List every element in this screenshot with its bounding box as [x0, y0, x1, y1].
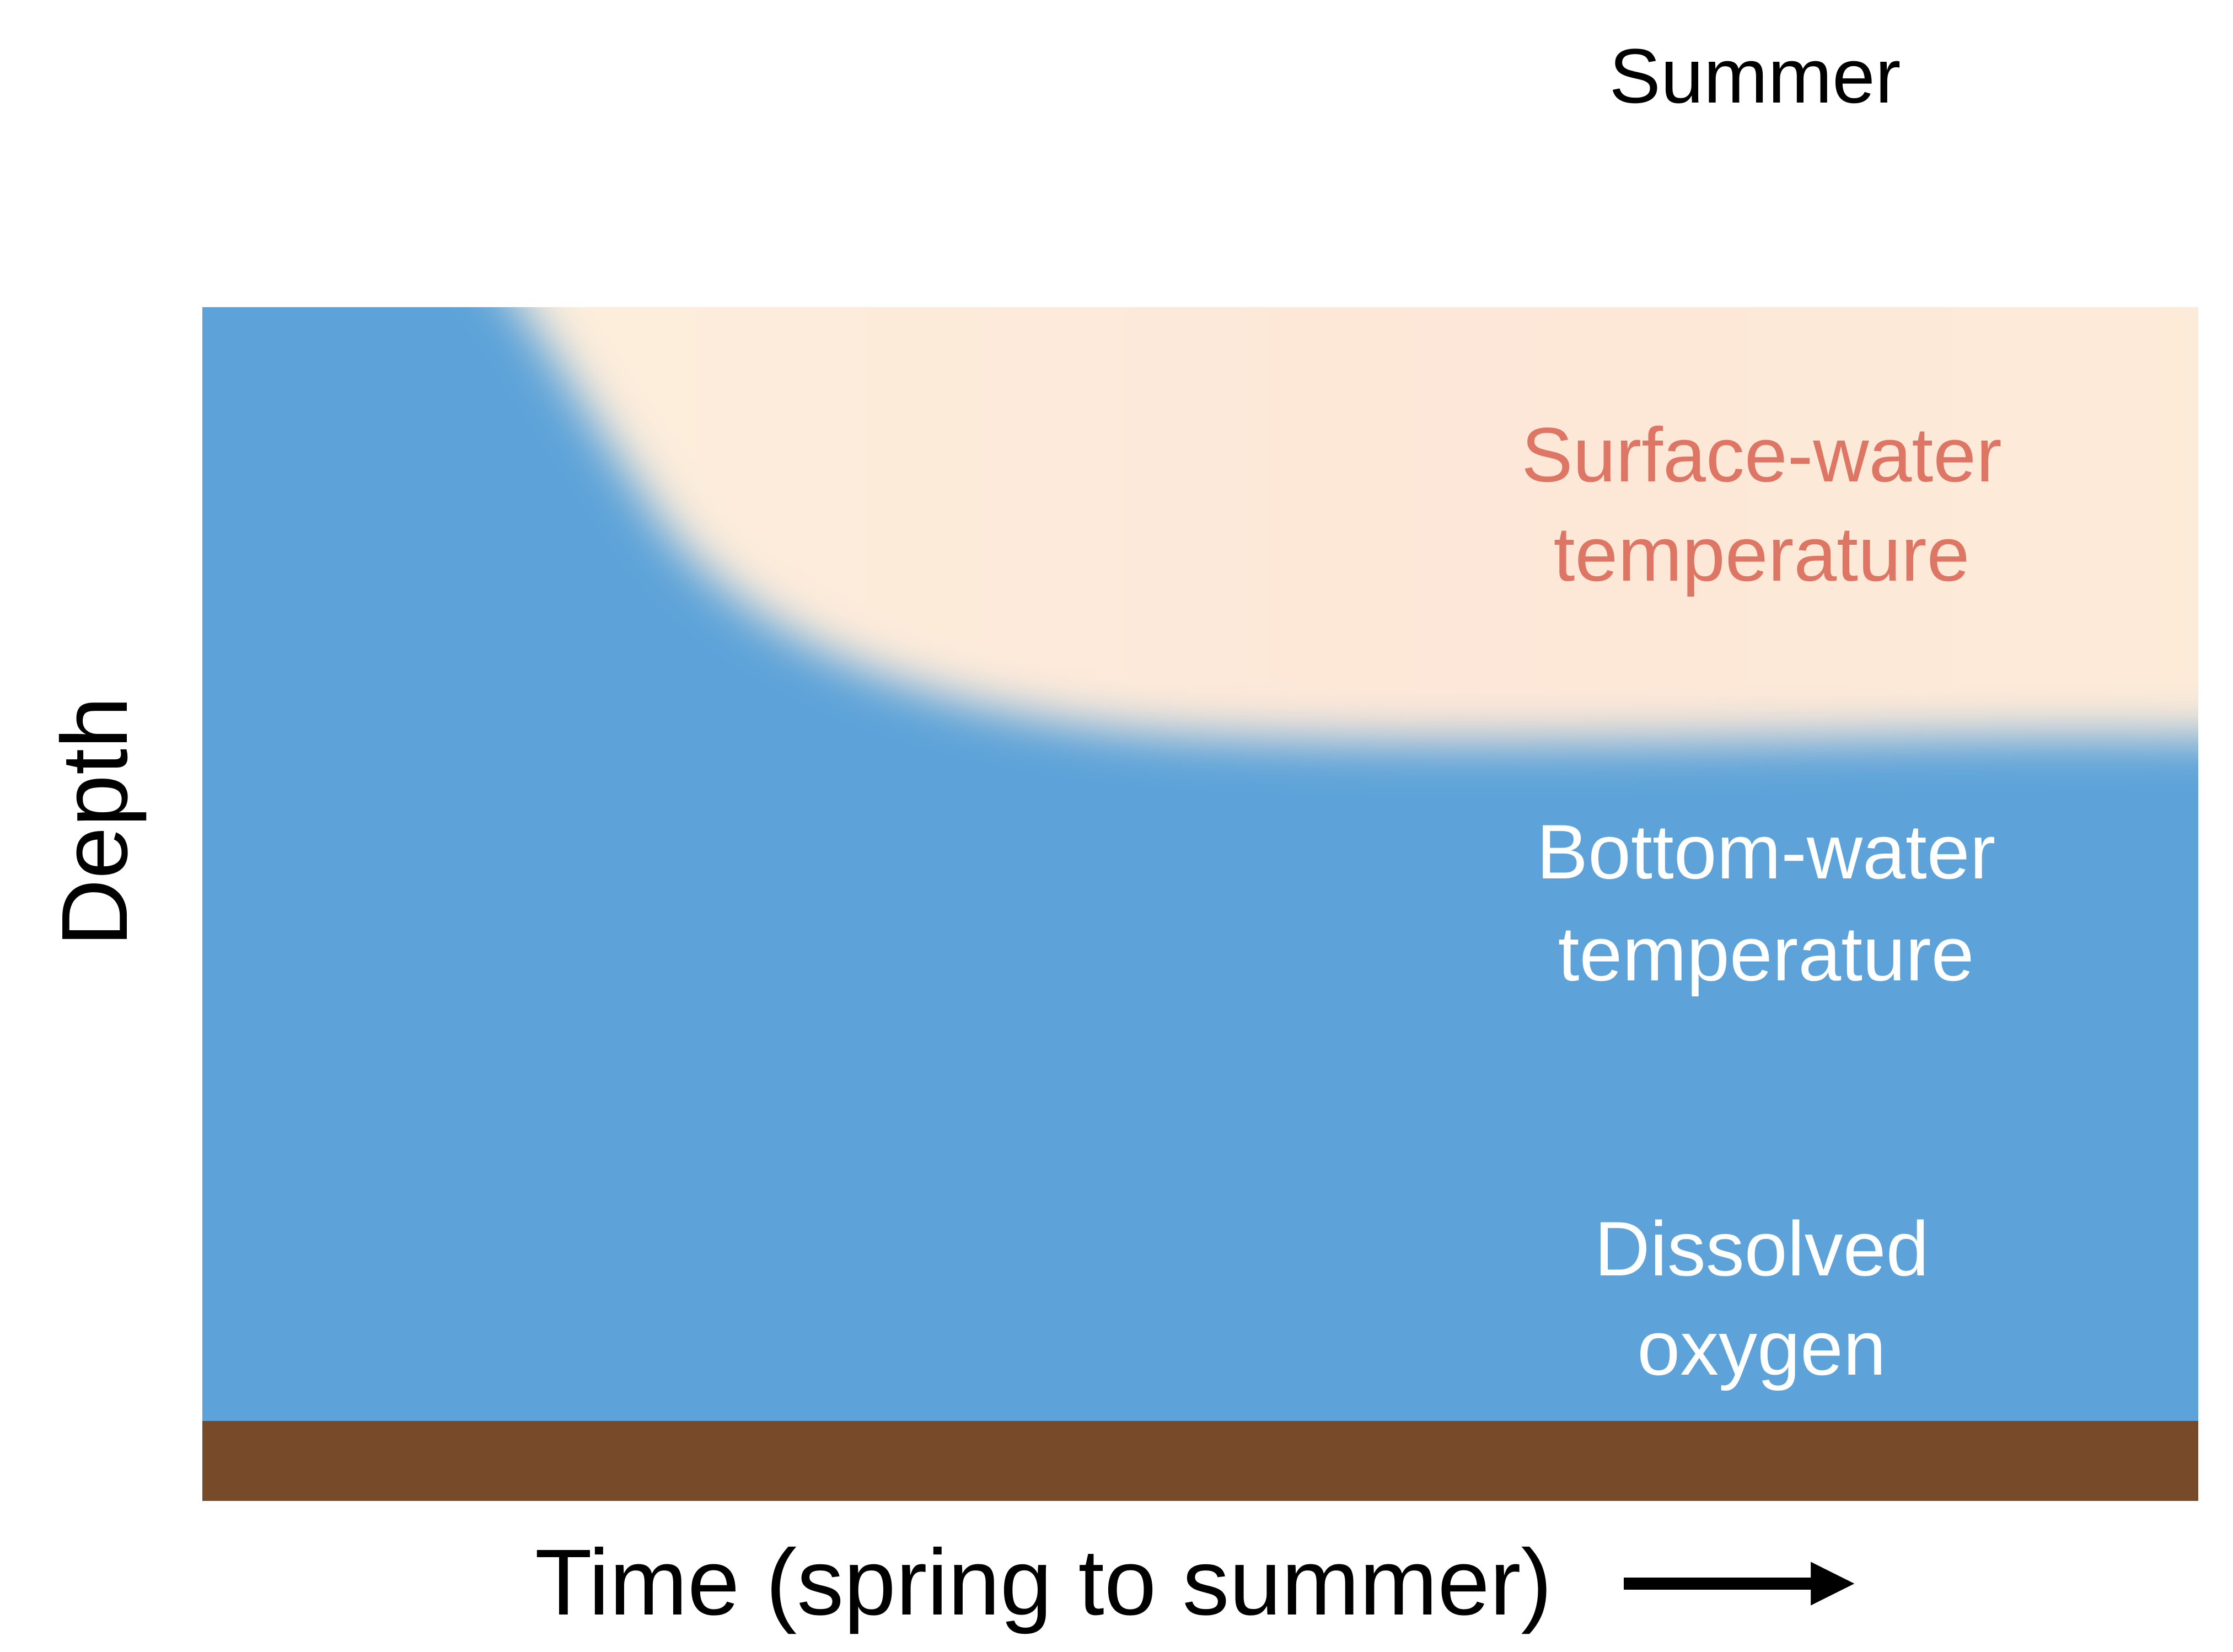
y-axis-label: Depth — [42, 696, 147, 947]
bottom-water-label-line1: Bottom-water — [1536, 808, 1996, 895]
bottom-water-label-line2: temperature — [1558, 910, 1974, 997]
dissolved-oxygen-label-line1: Dissolved — [1594, 1205, 1929, 1292]
dissolved-oxygen-label-line2: oxygen — [1637, 1305, 1886, 1391]
x-axis-label: Time (spring to summer) — [535, 1530, 1553, 1635]
warm-surface-layer — [520, 307, 2198, 743]
surface-water-label-line1: Surface-water — [1521, 411, 2002, 498]
surface-water-label-line2: temperature — [1553, 511, 1970, 597]
sediment-layer — [202, 1421, 2198, 1501]
season-label: Summer — [1609, 33, 1901, 119]
